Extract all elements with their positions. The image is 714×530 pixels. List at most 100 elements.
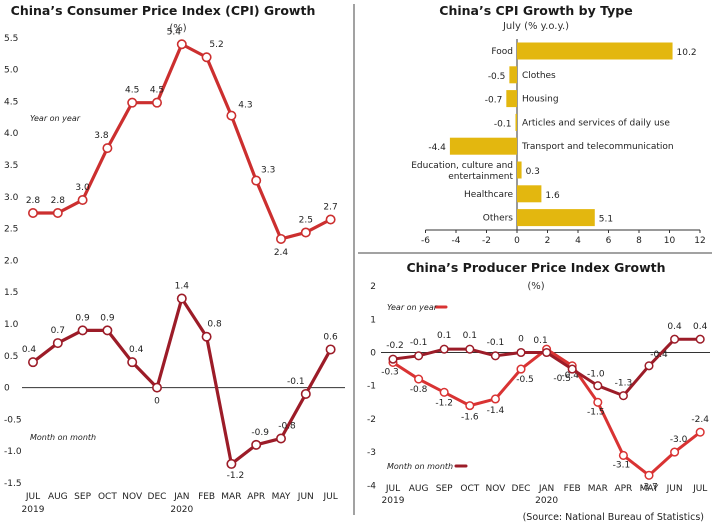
ppi-mom-point <box>490 351 500 361</box>
bytype-value-label: 1.6 <box>545 191 560 201</box>
cpi-yoy-point <box>251 175 262 186</box>
ppi-year-label: 2019 <box>382 496 405 506</box>
cpi-yoy-label: 2.8 <box>51 196 66 206</box>
ppi-y-tick: -1 <box>367 382 376 392</box>
cpi-yoy-label: 4.3 <box>238 101 252 111</box>
cpi-yoy-label: 5.4 <box>167 27 182 37</box>
ppi-yoy-label: -0.4 <box>561 371 579 381</box>
cpi-yoy-point <box>226 110 237 121</box>
bytype-category-label: Articles and services of daily use <box>522 118 670 128</box>
cpi-yoy-point <box>152 97 163 108</box>
ppi-yoy-label: -3.1 <box>613 460 631 470</box>
cpi-yoy-label: 3.0 <box>75 183 90 193</box>
bytype-title: China’s CPI Growth by Type <box>439 3 632 18</box>
bytype-bar <box>506 90 517 108</box>
ppi-x-tick: MAY <box>640 484 659 494</box>
bytype-category-label: Clothes <box>522 71 556 81</box>
cpi-x-tick: DEC <box>148 492 167 502</box>
cpi-yoy-point <box>102 143 113 154</box>
bytype-value-label: -4.4 <box>428 143 446 153</box>
cpi-yoy-label: 3.3 <box>261 166 275 176</box>
cpi-y-tick: 0.5 <box>4 352 18 362</box>
cpi-yoy-label: 2.7 <box>323 202 337 212</box>
ppi-mom-point <box>465 344 475 354</box>
ppi-yoy-point <box>593 397 603 407</box>
bytype-value-label: 10.2 <box>677 48 697 58</box>
bytype-bar <box>517 209 595 227</box>
ppi-x-tick: JUL <box>692 484 707 494</box>
bytype-x-tick: 2 <box>545 236 551 246</box>
cpi-mom-label: 0.4 <box>129 345 144 355</box>
cpi-yoy-point <box>52 208 63 219</box>
cpi-x-tick: APR <box>247 492 265 502</box>
cpi-x-tick: JUN <box>297 492 314 502</box>
cpi-yoy-point <box>27 208 38 219</box>
cpi-x-tick: AUG <box>48 492 68 502</box>
ppi-yoy-line <box>392 347 702 477</box>
ppi-mom-legend: Month on month <box>387 462 453 471</box>
cpi-y-tick: -1.0 <box>4 447 22 457</box>
bytype-x-tick: 4 <box>575 236 581 246</box>
cpi-x-tick: JUL <box>322 492 337 502</box>
cpi-yoy-point <box>300 227 311 238</box>
ppi-mom-label: 0.4 <box>693 322 708 332</box>
ppi-mom-label: 0.4 <box>667 322 682 332</box>
cpi-x-tick: FEB <box>198 492 215 502</box>
cpi-mom-point <box>152 382 163 393</box>
ppi-mom-label: -0.2 <box>386 341 404 351</box>
ppi-mom-label: -0.5 <box>553 374 571 384</box>
cpi-yoy-label: 2.4 <box>274 248 289 258</box>
bytype-x-tick: -6 <box>421 236 430 246</box>
bytype-category-label: Food <box>491 47 513 57</box>
ppi-mom-label: -1.3 <box>615 379 633 389</box>
cpi-y-tick: 3.5 <box>4 161 18 171</box>
cpi-x-tick: OCT <box>98 492 117 502</box>
bytype-value-label: 0.3 <box>526 167 540 177</box>
cpi-mom-point <box>77 325 88 336</box>
cpi-mom-point <box>226 458 237 469</box>
ppi-mom-label: -1.0 <box>587 370 605 380</box>
cpi-subtitle: (%) <box>169 23 186 34</box>
ppi-mom-point <box>516 347 526 358</box>
ppi-yoy-point <box>414 374 424 384</box>
bytype-x-tick: 8 <box>636 236 642 246</box>
cpi-yoy-label: 5.2 <box>209 40 223 50</box>
cpi-mom-label: -0.1 <box>287 377 305 387</box>
ppi-mom-point <box>414 351 424 361</box>
cpi-x-tick: NOV <box>122 492 143 502</box>
ppi-yoy-label: -1.6 <box>461 413 479 423</box>
bytype-x-tick: 12 <box>694 236 705 246</box>
ppi-x-tick: OCT <box>460 484 479 494</box>
ppi-yoy-point <box>644 470 654 480</box>
cpi-mom-label: 0.9 <box>100 313 115 323</box>
cpi-y-tick: -1.5 <box>4 479 22 489</box>
ppi-mom-point <box>618 391 628 401</box>
ppi-yoy-label: 0.1 <box>533 336 547 346</box>
cpi-by-type-chart: China’s CPI Growth by Type July (% y.o.y… <box>411 3 705 246</box>
cpi-yoy-label: 2.8 <box>26 196 41 206</box>
ppi-yoy-point <box>516 364 526 374</box>
ppi-mom-point <box>695 334 705 344</box>
cpi-yoy-legend: Year on year <box>30 114 81 123</box>
bytype-category-label: Transport and telecommunication <box>521 142 674 152</box>
ppi-subtitle: (%) <box>527 281 544 292</box>
ppi-mom-point <box>567 364 577 374</box>
ppi-mom-point <box>542 347 552 358</box>
cpi-mom-label: 0.7 <box>51 326 65 336</box>
bytype-bar <box>517 42 673 60</box>
cpi-mom-point <box>275 433 286 444</box>
ppi-mom-point <box>439 344 449 354</box>
ppi-x-tick: FEB <box>564 484 581 494</box>
ppi-yoy-point <box>490 394 500 404</box>
cpi-mom-point <box>27 357 38 368</box>
cpi-yoy-point <box>77 195 88 206</box>
ppi-x-tick: JAN <box>538 484 554 494</box>
cpi-y-tick: 4.5 <box>4 97 18 107</box>
bytype-value-label: -0.5 <box>488 72 506 82</box>
ppi-mom-point <box>670 334 680 344</box>
cpi-yoy-label: 4.5 <box>125 86 139 96</box>
cpi-x-tick: SEP <box>74 492 91 502</box>
ppi-y-tick: 1 <box>370 315 376 325</box>
bytype-x-tick: -2 <box>482 236 491 246</box>
